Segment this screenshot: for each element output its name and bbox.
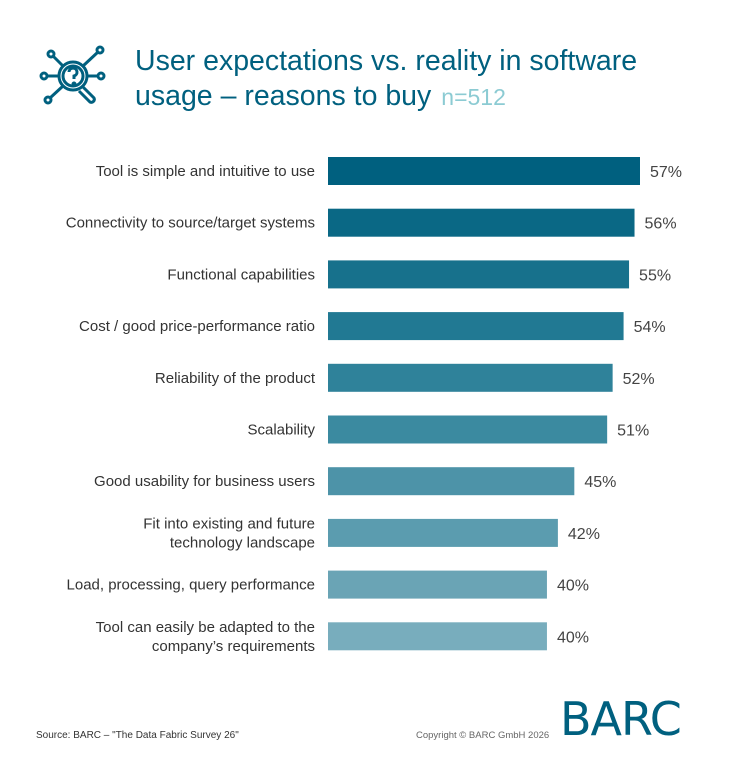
value-label: 52% [623,371,655,388]
category-label: Cost / good price-performance ratio [79,318,315,335]
category-label: company’s requirements [152,638,315,655]
bar [328,467,575,496]
copyright: Copyright © BARC GmbH 2026 [416,730,550,741]
bar [328,622,547,651]
value-label: 57% [650,164,682,181]
category-label: technology landscape [170,534,315,551]
sample-size: n=512 [441,84,506,110]
category-label: Tool can easily be adapted to the [96,619,315,636]
bar [328,570,547,599]
category-label: Scalability [247,422,315,439]
magnifier-question-network-icon [39,45,106,105]
value-label: 56% [645,216,677,233]
category-label: Functional capabilities [167,266,315,283]
bar [328,208,635,237]
value-label: 40% [557,578,589,595]
value-label: 45% [584,474,616,491]
bar [328,415,608,444]
value-label: 40% [557,629,589,646]
value-label: 55% [639,267,671,284]
bar [328,260,630,289]
category-label: Load, processing, query performance [67,577,315,594]
category-label: Connectivity to source/target systems [66,215,315,232]
bar [328,157,640,185]
value-label: 51% [617,423,649,440]
category-label: Good usability for business users [94,473,315,490]
bar [328,518,558,547]
bar [328,312,624,341]
category-label: Fit into existing and future [143,515,315,532]
source-note: Source: BARC – "The Data Fabric Survey 2… [36,730,239,741]
value-label: 42% [568,526,600,543]
category-label: Tool is simple and intuitive to use [96,163,315,180]
title-text: User expectations vs. reality in softwar… [135,45,638,112]
bar [328,363,613,392]
value-label: 54% [634,319,666,336]
barc-logo: BARC [560,692,682,746]
category-label: Reliability of the product [155,370,316,387]
chart-title: User expectations vs. reality in softwar… [135,44,715,115]
